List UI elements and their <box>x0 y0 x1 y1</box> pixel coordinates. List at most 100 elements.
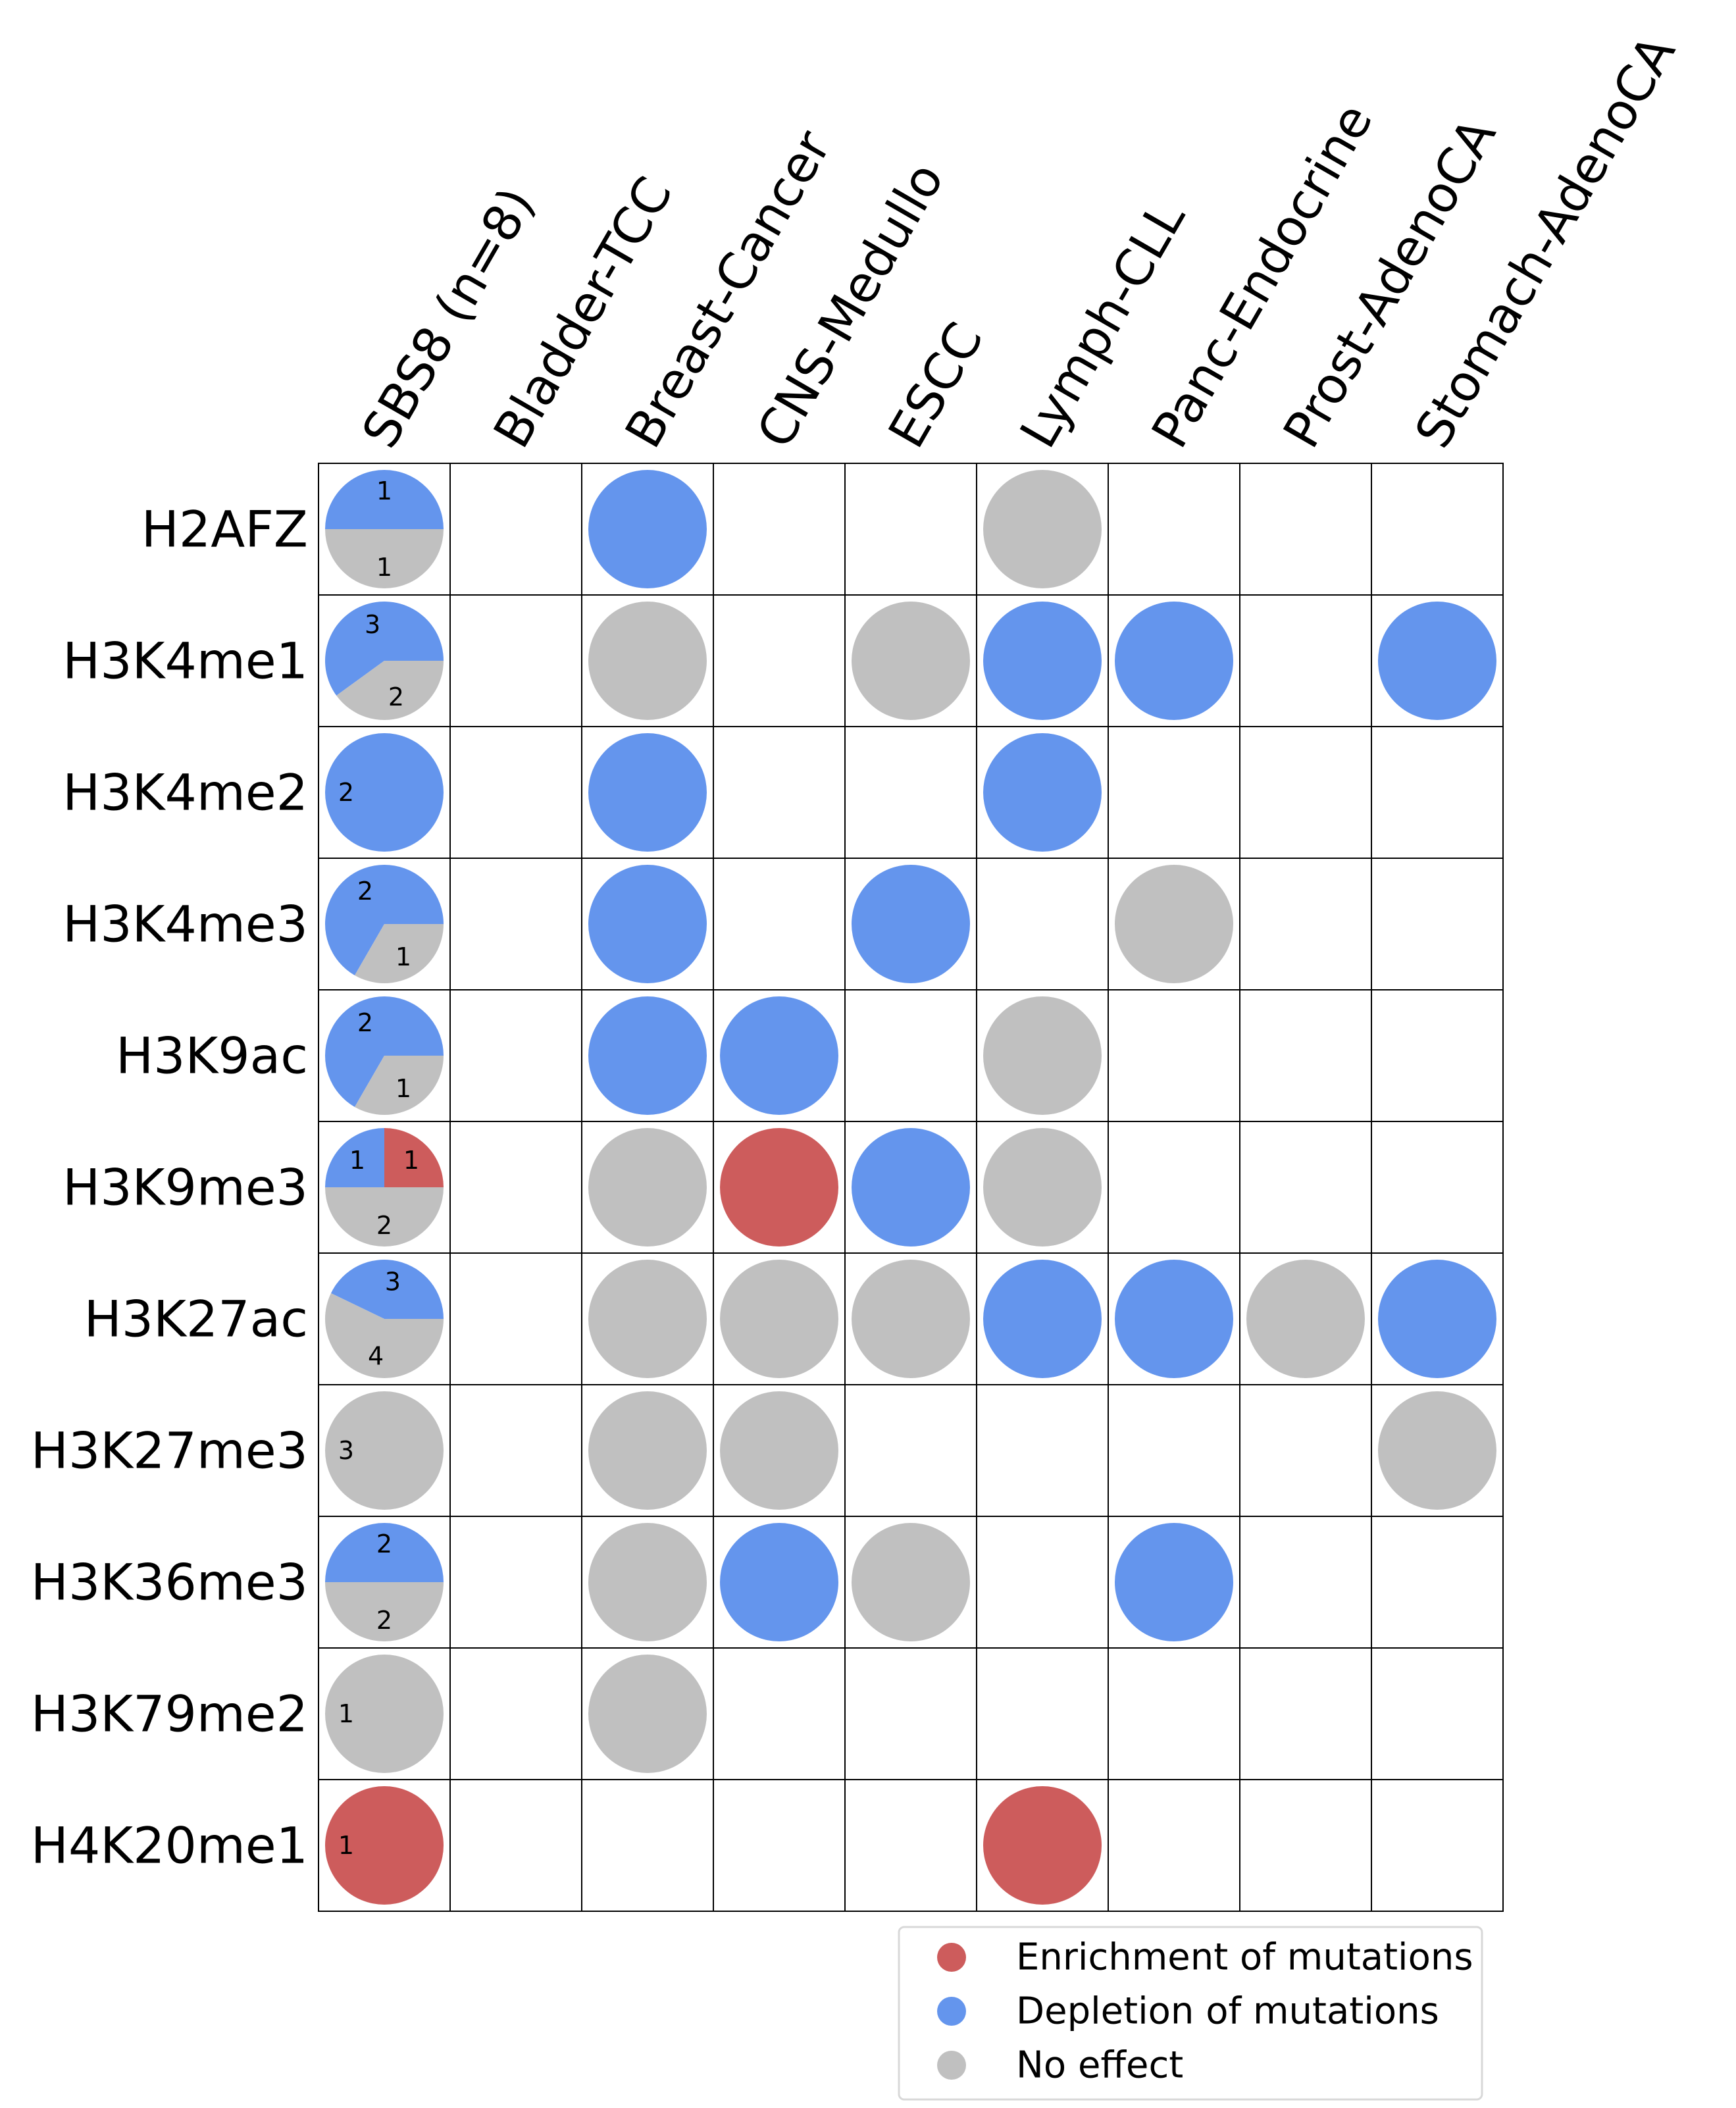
summary-pie: 32 <box>324 601 444 720</box>
grid-cell <box>713 463 846 596</box>
grid-cell <box>449 1516 582 1649</box>
pie-slice-depletion <box>325 470 444 529</box>
summary-pie: 11 <box>325 470 444 588</box>
pie-slice-no-effect <box>355 1056 444 1115</box>
row-label: H3K4me2 <box>63 763 308 822</box>
effect-circle-depletion <box>588 733 707 852</box>
pie-slice-depletion <box>325 1128 384 1187</box>
summary-pie: 34 <box>325 1260 444 1378</box>
effect-circle-depletion <box>720 996 838 1115</box>
pie-count-label: 2 <box>357 877 373 906</box>
effect-circle-depletion <box>1115 1523 1233 1641</box>
grid-cell <box>449 1252 582 1385</box>
effect-circle-depletion <box>720 1523 838 1641</box>
pie-slice-depletion <box>324 601 444 696</box>
legend-marker-enrichment <box>937 1943 966 1972</box>
effect-circle-no-effect <box>588 1128 707 1247</box>
grid-cell <box>1108 989 1240 1122</box>
grid-cell <box>844 463 977 596</box>
grid-cell <box>844 1779 977 1912</box>
row-label: H3K9me3 <box>63 1158 308 1217</box>
row-label: H4K20me1 <box>31 1816 308 1875</box>
pie-slice-no-effect <box>325 1655 444 1773</box>
summary-pie: 1 1 2 <box>325 1128 444 1247</box>
effect-circle-no-effect <box>588 602 707 720</box>
row-labels: H2AFZ H3K4me1 H3K4me2 H3K4me3 H3K9ac H3K9me3 H… <box>31 500 308 1875</box>
grid-cell <box>713 1779 846 1912</box>
effect-circle-depletion <box>588 865 707 983</box>
row-label: H3K27me3 <box>31 1422 308 1480</box>
grid-cell <box>1371 1647 1504 1780</box>
effect-circle-depletion <box>1378 602 1496 720</box>
legend-label: Enrichment of mutations <box>1016 1936 1473 1979</box>
pie-count-label: 2 <box>357 1008 373 1037</box>
pie-slice-depletion <box>325 1523 444 1582</box>
grid-cell <box>1371 463 1504 596</box>
effect-circle-no-effect <box>852 602 970 720</box>
pie-count-label: 2 <box>338 778 354 807</box>
grid-cell <box>1371 1516 1504 1649</box>
effect-circle-no-effect <box>720 1391 838 1510</box>
grid-cell <box>713 594 846 727</box>
effect-circle-depletion <box>983 602 1102 720</box>
grid-cell <box>844 989 977 1122</box>
effect-circle-depletion <box>983 733 1102 852</box>
grid-cell <box>1371 858 1504 990</box>
grid-cell <box>449 594 582 727</box>
pie-count-label: 3 <box>385 1267 401 1296</box>
grid-cell <box>1108 1121 1240 1254</box>
effect-circle-depletion <box>852 1128 970 1247</box>
effect-circle-enrichment <box>983 1786 1102 1905</box>
grid-cell <box>1239 1384 1372 1517</box>
pie-count-label: 1 <box>396 942 411 971</box>
grid-cell <box>713 1647 846 1780</box>
grid-cell <box>1371 1121 1504 1254</box>
grid-cell <box>1371 1779 1504 1912</box>
effect-circle-no-effect <box>1115 865 1233 983</box>
grid-cell <box>976 1647 1109 1780</box>
legend-box <box>898 1926 1483 2101</box>
pie-slice-no-effect <box>325 1582 444 1641</box>
grid-cell <box>449 1647 582 1780</box>
pie-slice-no-effect <box>325 1391 444 1510</box>
effect-circle-depletion <box>852 865 970 983</box>
effect-circle-no-effect <box>1378 1391 1496 1510</box>
grid-cell <box>581 1779 714 1912</box>
effect-circle-no-effect <box>720 1260 838 1378</box>
grid-cell <box>449 858 582 990</box>
grid-cell <box>713 858 846 990</box>
pie-count-label: 4 <box>368 1342 384 1371</box>
grid-cell <box>1371 726 1504 859</box>
grid-cell <box>1239 1516 1372 1649</box>
pie-slice-depletion <box>325 996 444 1107</box>
grid <box>318 463 1504 1912</box>
row-label: H2AFZ <box>141 500 308 559</box>
effect-circle-depletion <box>1378 1260 1496 1378</box>
pie-slice-depletion <box>325 733 444 852</box>
effect-circles <box>588 470 1496 1905</box>
pie-slice-enrichment <box>325 1786 444 1905</box>
effect-circle-enrichment <box>720 1128 838 1247</box>
effect-circle-no-effect <box>588 1391 707 1510</box>
grid-cell <box>1239 594 1372 727</box>
pie-slice-no-effect <box>325 529 444 588</box>
row-label: H3K36me3 <box>31 1553 308 1612</box>
grid-cell <box>844 726 977 859</box>
grid-cell <box>1239 1121 1372 1254</box>
pie-count-label: 1 <box>338 1831 354 1860</box>
grid-cell <box>1371 989 1504 1122</box>
grid-cell <box>449 1121 582 1254</box>
grid-cell <box>449 463 582 596</box>
grid-cell <box>1239 726 1372 859</box>
effect-circle-depletion <box>983 1260 1102 1378</box>
effect-circle-no-effect <box>983 1128 1102 1247</box>
column-headers: SBS8 (n=8)Bladder-TCCBreast-CancerCNS-Me… <box>351 26 1687 457</box>
summary-pie: 22 <box>325 1523 444 1641</box>
grid-cell <box>1108 463 1240 596</box>
legend-marker-depletion <box>937 1997 966 2026</box>
pie-count-label: 1 <box>396 1074 411 1103</box>
effect-circle-depletion <box>588 470 707 588</box>
grid-cell <box>1239 1647 1372 1780</box>
